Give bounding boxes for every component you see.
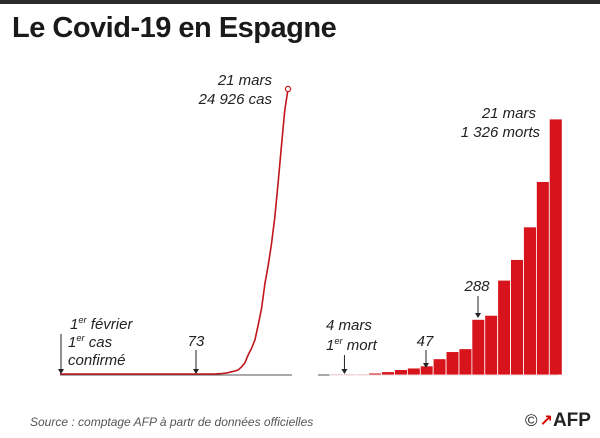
cases-peak-marker — [284, 85, 292, 93]
death-bar — [419, 365, 434, 376]
deaths-label-47: 47 — [417, 333, 434, 350]
top-bar — [0, 0, 600, 4]
source-note: Source : comptage AFP à partr de données… — [30, 415, 314, 429]
cases-peak-date: 21 mars — [217, 72, 273, 89]
death-bar — [381, 371, 395, 376]
copyright-symbol: © — [525, 411, 538, 430]
afp-arrow-icon: ↗ — [539, 413, 553, 430]
afp-logo-text: AFP — [552, 410, 591, 431]
death-bar — [368, 372, 383, 376]
deaths-peak-value: 1 326 morts — [461, 124, 541, 141]
first-death-arrow-head — [341, 369, 348, 374]
first-case-label: 1er cas — [68, 333, 113, 351]
first-death-label: 1er mort — [326, 336, 378, 354]
death-bar — [458, 348, 473, 376]
cases-73-arrow-head — [193, 369, 199, 374]
death-bar — [329, 373, 344, 376]
cases-label-73: 73 — [188, 333, 205, 350]
death-bar — [342, 373, 357, 376]
first-case-confirmed: confirmé — [68, 352, 126, 369]
afp-logo: © ↗AFP — [525, 410, 591, 432]
death-bar — [497, 279, 512, 376]
death-bar — [432, 358, 447, 376]
death-bar — [394, 369, 408, 376]
death-bar — [406, 367, 421, 376]
death-bar — [355, 373, 370, 376]
deaths-label-288: 288 — [463, 278, 490, 295]
death-bar — [484, 314, 499, 376]
deaths-288-arrow-head — [475, 313, 481, 318]
death-bar — [510, 259, 524, 376]
first-death-date: 4 mars — [326, 317, 372, 334]
death-bar — [548, 118, 563, 376]
cases-line — [60, 88, 289, 375]
death-bar — [471, 318, 486, 376]
death-bar — [445, 351, 460, 376]
death-bar — [536, 181, 550, 376]
first-case-date: 1er février — [70, 315, 133, 333]
deaths-47-arrow-head — [423, 363, 429, 368]
death-bar — [523, 226, 537, 376]
deaths-peak-date: 21 mars — [481, 105, 537, 122]
chart-title: Le Covid-19 en Espagne — [12, 12, 337, 44]
cases-peak-value: 24 926 cas — [198, 91, 273, 108]
first-case-arrow-head — [58, 369, 64, 374]
